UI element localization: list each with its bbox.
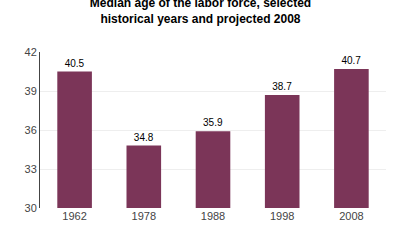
svg-text:36: 36	[25, 124, 37, 136]
svg-text:Median age of the labor force,: Median age of the labor force, selectedh…	[90, 0, 311, 26]
svg-text:42: 42	[25, 46, 37, 58]
svg-text:34.8: 34.8	[134, 132, 154, 143]
svg-text:40.7: 40.7	[341, 55, 361, 66]
svg-text:1998: 1998	[270, 210, 294, 222]
svg-text:1978: 1978	[132, 210, 156, 222]
svg-text:38.7: 38.7	[272, 81, 292, 92]
svg-text:35.9: 35.9	[203, 117, 223, 128]
svg-text:1962: 1962	[62, 210, 86, 222]
svg-text:33: 33	[25, 163, 37, 175]
svg-text:30: 30	[25, 202, 37, 214]
svg-text:40.5: 40.5	[65, 58, 85, 69]
svg-text:2008: 2008	[339, 210, 363, 222]
svg-text:39: 39	[25, 85, 37, 97]
svg-text:1988: 1988	[201, 210, 225, 222]
